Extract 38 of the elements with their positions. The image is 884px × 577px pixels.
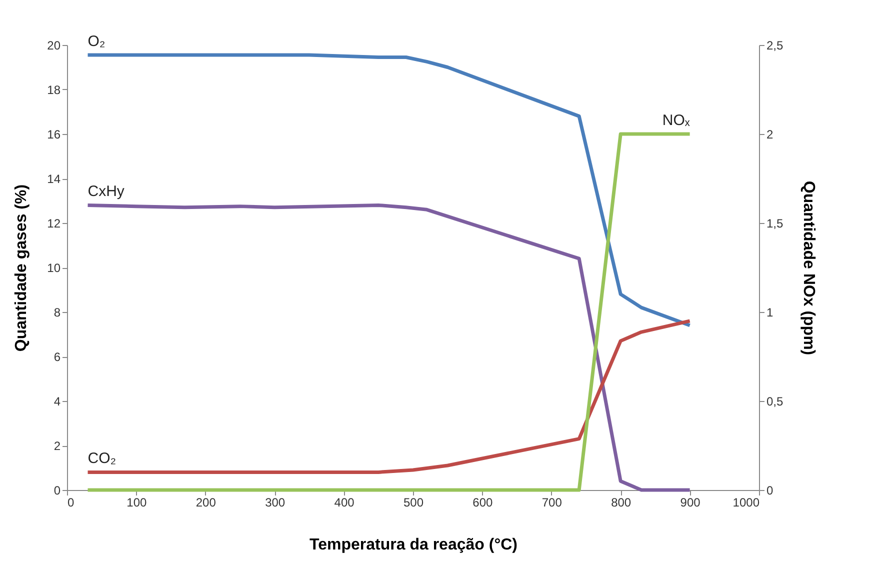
y2-tick-label: 0,5 (766, 394, 784, 408)
y2-tick-label: 1,5 (766, 216, 784, 230)
y2-tick-label: 1 (766, 306, 774, 320)
y2-axis-title: Quantidade NOx (ppm) (800, 180, 818, 356)
y-tick-label: 16 (47, 128, 61, 142)
line-series (86, 53, 692, 328)
x-tick-label: 400 (334, 496, 355, 510)
y-tick-label: 10 (47, 261, 61, 275)
y-tick-label: 12 (47, 216, 61, 230)
y-tick-label: 8 (54, 306, 61, 320)
y2-tick-label: 0 (766, 484, 774, 498)
y-tick-label: 20 (47, 38, 61, 52)
y-tick-label: 6 (54, 350, 61, 364)
x-tick-label: 200 (196, 496, 216, 510)
y2-tick-label: 2 (766, 128, 774, 142)
y-tick-label: 0 (54, 484, 61, 498)
x-tick-label: 800 (611, 496, 632, 510)
x-tick-label: 900 (680, 496, 701, 510)
series-label: NOₓ (662, 112, 690, 129)
series-label: CxHy (88, 183, 125, 200)
y2-tick-label: 2,5 (766, 38, 784, 52)
series-label: O₂ (88, 33, 106, 50)
y-tick-label: 18 (47, 83, 61, 97)
x-tick-label: 100 (126, 496, 148, 510)
x-tick-label: 300 (265, 496, 286, 510)
x-tick-label: 600 (472, 496, 494, 510)
y-tick-label: 4 (54, 394, 61, 408)
y-tick-label: 2 (54, 439, 61, 453)
line-series (86, 319, 692, 474)
y-tick-label: 14 (47, 172, 61, 186)
x-tick-label: 1000 (732, 496, 760, 510)
x-axis-title: Temperatura da reação (°C) (310, 536, 518, 554)
x-tick-label: 500 (403, 496, 424, 510)
x-tick-label: 0 (68, 496, 74, 510)
series-label: CO₂ (88, 450, 116, 468)
y-axis-title: Quantidade gases (%) (13, 184, 30, 352)
x-tick-label: 700 (542, 496, 562, 510)
line-series (86, 203, 692, 492)
